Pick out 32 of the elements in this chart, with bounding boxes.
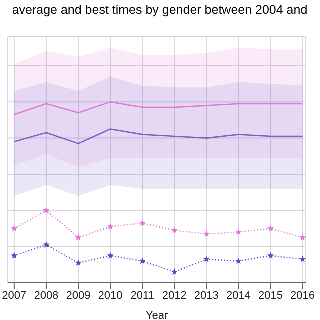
point bbox=[267, 225, 274, 232]
point bbox=[11, 252, 18, 259]
point bbox=[139, 258, 146, 264]
point bbox=[235, 258, 242, 264]
point bbox=[139, 220, 146, 226]
x-tick-label: 2014 bbox=[226, 290, 251, 302]
x-tick-label: 2008 bbox=[34, 290, 59, 302]
x-tick-label: 2016 bbox=[290, 290, 316, 302]
x-tick-label: 2012 bbox=[162, 290, 187, 302]
point bbox=[11, 225, 18, 232]
point bbox=[75, 260, 82, 266]
point bbox=[43, 242, 50, 248]
point bbox=[107, 223, 114, 230]
point bbox=[267, 252, 274, 259]
x-axis-title: Year bbox=[146, 310, 168, 320]
x-tick-label: 2011 bbox=[130, 290, 154, 302]
x-tick-label: 2013 bbox=[194, 290, 219, 302]
point bbox=[171, 227, 178, 234]
point bbox=[235, 228, 242, 236]
x-tick-label: 2010 bbox=[98, 290, 123, 302]
point bbox=[299, 256, 306, 262]
point bbox=[299, 234, 306, 241]
point bbox=[75, 234, 82, 241]
chart-title: average and best times by gender between 2004 and bbox=[11, 2, 309, 19]
point bbox=[107, 252, 114, 259]
x-tick-label: 2009 bbox=[66, 290, 91, 302]
point bbox=[203, 256, 210, 262]
x-tick-label: 2007 bbox=[2, 290, 27, 302]
point bbox=[171, 268, 178, 275]
x-tick-label: 2015 bbox=[258, 290, 283, 302]
point bbox=[203, 230, 210, 237]
point bbox=[43, 207, 50, 214]
